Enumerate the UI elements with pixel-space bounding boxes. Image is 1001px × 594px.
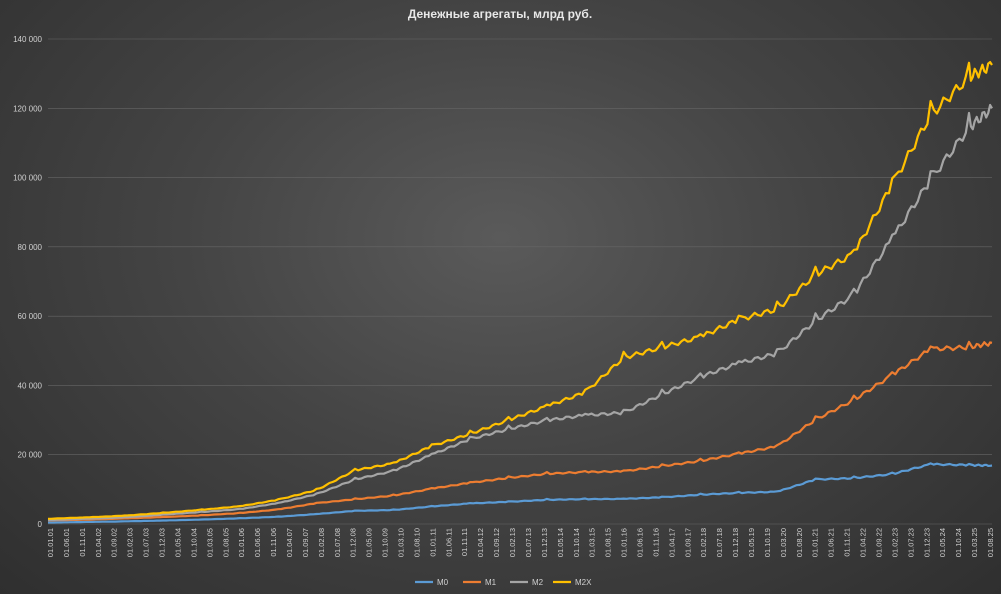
x-tick-label: 01.08.05	[221, 528, 230, 557]
series-group	[47, 60, 993, 524]
y-tick-label: 100 000	[13, 174, 42, 183]
y-tick-label: 20 000	[18, 451, 43, 460]
x-tick-label: 01.05.19	[747, 528, 756, 557]
x-tick-label: 01.07.13	[524, 528, 533, 557]
legend-label-m1: M1	[485, 578, 497, 587]
x-tick-label: 01.08.15	[604, 528, 613, 557]
x-tick-label: 01.12.08	[349, 528, 358, 557]
x-tick-label: 01.10.24	[954, 528, 963, 557]
legend-label-m2: M2	[532, 578, 544, 587]
x-tick-label: 01.05.09	[365, 528, 374, 557]
x-tick-label: 01.12.23	[922, 528, 931, 557]
x-tick-label: 01.09.12	[492, 528, 501, 557]
x-tick-label: 01.04.12	[476, 528, 485, 557]
x-tick-label: 01.09.22	[874, 528, 883, 557]
x-tick-label: 01.06.11	[444, 528, 453, 557]
chart-title: Денежные агрегаты, млрд руб.	[408, 7, 592, 21]
x-tick-label: 01.11.06	[269, 528, 278, 557]
x-tick-label: 01.06.21	[827, 528, 836, 557]
x-tick-label: 01.04.02	[94, 528, 103, 557]
x-tick-label: 01.10.09	[381, 528, 390, 557]
x-tick-label: 01.09.17	[683, 528, 692, 557]
grid	[48, 38, 992, 525]
y-tick-label: 0	[38, 520, 43, 529]
x-tick-label: 01.10.19	[763, 528, 772, 557]
x-tick-label: 01.09.02	[110, 528, 119, 557]
x-tick-label: 01.03.25	[970, 528, 979, 557]
x-tick-label: 01.03.10	[397, 528, 406, 557]
y-tick-label: 80 000	[18, 243, 43, 252]
x-tick-label: 01.03.20	[779, 528, 788, 557]
series-line-m1	[48, 340, 993, 522]
series-line-m0	[48, 462, 993, 524]
y-tick-label: 60 000	[18, 312, 43, 321]
y-tick-label: 40 000	[18, 381, 43, 390]
x-axis: 01.01.01 01.06.01 01.11.01 01.04.02 01.09.02…	[46, 528, 995, 557]
x-tick-label: 01.02.18	[699, 528, 708, 557]
x-tick-label: 01.01.16	[620, 528, 629, 557]
x-tick-label: 01.06.06	[253, 528, 262, 557]
x-tick-label: 01.08.25	[986, 528, 995, 557]
x-tick-label: 01.11.21	[843, 528, 852, 557]
y-tick-label: 120 000	[13, 104, 42, 113]
x-tick-label: 01.02.23	[890, 528, 899, 557]
x-tick-label: 01.07.03	[142, 528, 151, 557]
x-tick-label: 01.05.04	[173, 528, 182, 557]
x-tick-label: 01.06.16	[635, 528, 644, 557]
x-tick-label: 01.07.08	[333, 528, 342, 557]
legend: M0 M1 M2 M2X	[415, 578, 592, 587]
x-tick-label: 01.09.07	[301, 528, 310, 557]
x-tick-label: 01.03.05	[205, 528, 214, 557]
x-tick-label: 01.06.01	[62, 528, 71, 557]
x-tick-label: 01.08.10	[412, 528, 421, 557]
x-tick-label: 01.11.11	[460, 528, 469, 556]
x-tick-label: 01.02.13	[508, 528, 517, 557]
x-tick-label: 01.11.16	[651, 528, 660, 557]
x-tick-label: 01.03.15	[588, 528, 597, 557]
x-tick-label: 01.02.08	[317, 528, 326, 557]
legend-label-m0: M0	[437, 578, 449, 587]
x-tick-label: 01.07.18	[715, 528, 724, 557]
x-tick-label: 01.10.04	[189, 528, 198, 557]
x-tick-label: 01.01.21	[811, 528, 820, 557]
x-tick-label: 01.12.03	[158, 528, 167, 557]
x-tick-label: 01.11.01	[78, 528, 87, 557]
x-tick-label: 01.10.14	[572, 528, 581, 557]
x-tick-label: 01.01.01	[46, 528, 55, 557]
x-tick-label: 01.08.20	[795, 528, 804, 557]
x-tick-label: 01.04.07	[285, 528, 294, 557]
y-tick-label: 140 000	[13, 35, 42, 44]
legend-label-m2x: M2X	[575, 578, 592, 587]
x-tick-label: 01.05.24	[938, 528, 947, 557]
x-tick-label: 01.04.22	[859, 528, 868, 557]
y-axis: 0 20 000 40 000 60 000 80 000 100 000 120 000 1…	[13, 35, 42, 529]
x-tick-label: 01.01.11	[428, 528, 437, 557]
x-tick-label: 01.12.13	[540, 528, 549, 557]
series-line-m2	[47, 103, 993, 522]
x-tick-label: 01.12.18	[731, 528, 740, 557]
series-line-m2x	[48, 60, 993, 520]
x-tick-label: 01.02.03	[126, 528, 135, 557]
x-tick-label: 01.04.17	[667, 528, 676, 557]
x-tick-label: 01.07.23	[906, 528, 915, 557]
x-tick-label: 01.01.06	[237, 528, 246, 557]
x-tick-label: 01.05.14	[556, 528, 565, 557]
